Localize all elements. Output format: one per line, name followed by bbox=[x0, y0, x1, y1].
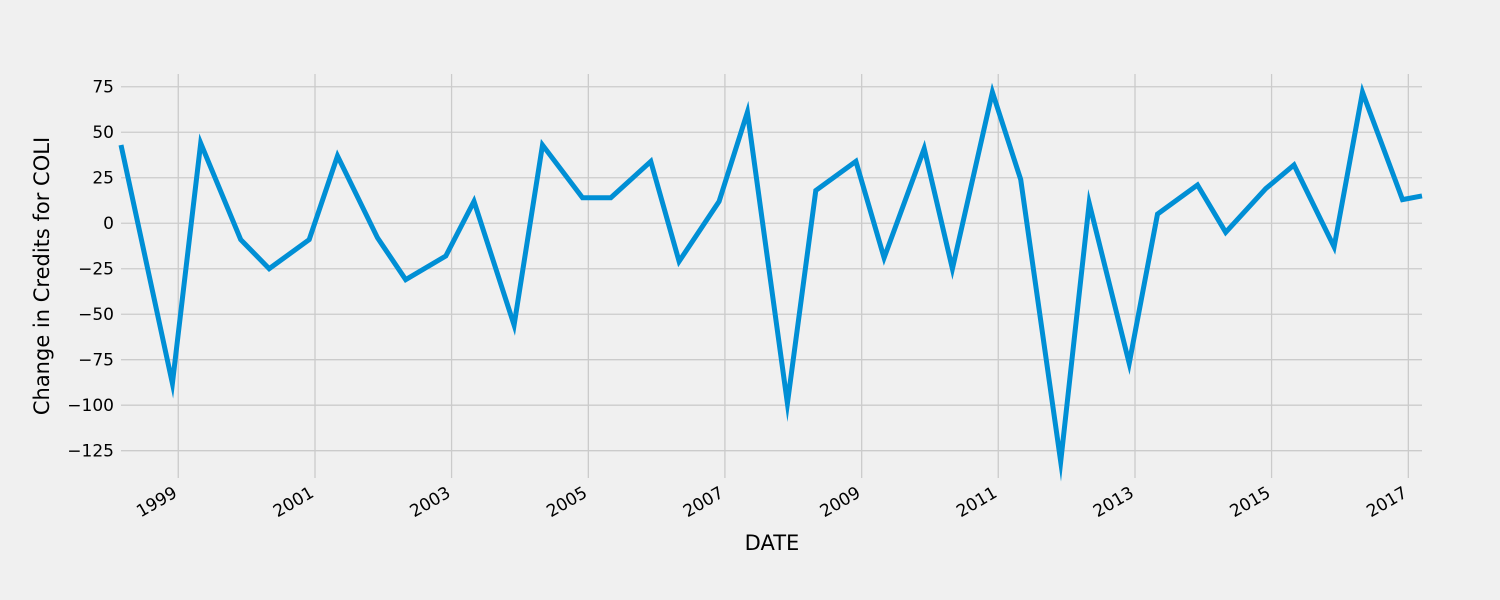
x-tick-label: 2007 bbox=[680, 483, 727, 522]
y-tick-label: −25 bbox=[78, 260, 114, 280]
x-tick-label: 2015 bbox=[1227, 483, 1274, 522]
y-gridlines bbox=[121, 86, 1422, 452]
y-tick-label: −50 bbox=[78, 305, 114, 325]
x-tick-label: 2013 bbox=[1090, 483, 1137, 522]
y-tick-label: −125 bbox=[67, 442, 114, 462]
series-layer bbox=[118, 82, 1423, 482]
x-tick-label: 2017 bbox=[1363, 483, 1410, 522]
y-tick-labels: 75 50 25 0 −25 −50 −75 −100 −125 bbox=[67, 78, 114, 462]
x-gridlines bbox=[177, 74, 1409, 478]
y-tick-label: 75 bbox=[92, 78, 114, 98]
y-tick-label: −75 bbox=[78, 351, 114, 371]
x-tick-labels: 1999 2001 2003 2005 2007 2009 2011 2013 2015 2017 bbox=[133, 483, 1411, 522]
y-axis-label: Change in Credits for COLI bbox=[30, 137, 54, 415]
x-tick-label: 2001 bbox=[270, 483, 317, 522]
y-tick-label: 50 bbox=[92, 123, 114, 143]
x-tick-label: 2009 bbox=[817, 483, 864, 522]
x-tick-label: 1999 bbox=[133, 483, 180, 522]
y-tick-label: −100 bbox=[67, 396, 114, 416]
y-tick-label: 0 bbox=[103, 214, 114, 234]
y-tick-label: 25 bbox=[92, 169, 114, 189]
x-axis-label: DATE bbox=[745, 531, 800, 555]
x-tick-label: 2011 bbox=[953, 483, 1000, 522]
x-tick-label: 2003 bbox=[407, 483, 454, 522]
series-line bbox=[118, 82, 1423, 482]
x-tick-label: 2005 bbox=[543, 483, 590, 522]
